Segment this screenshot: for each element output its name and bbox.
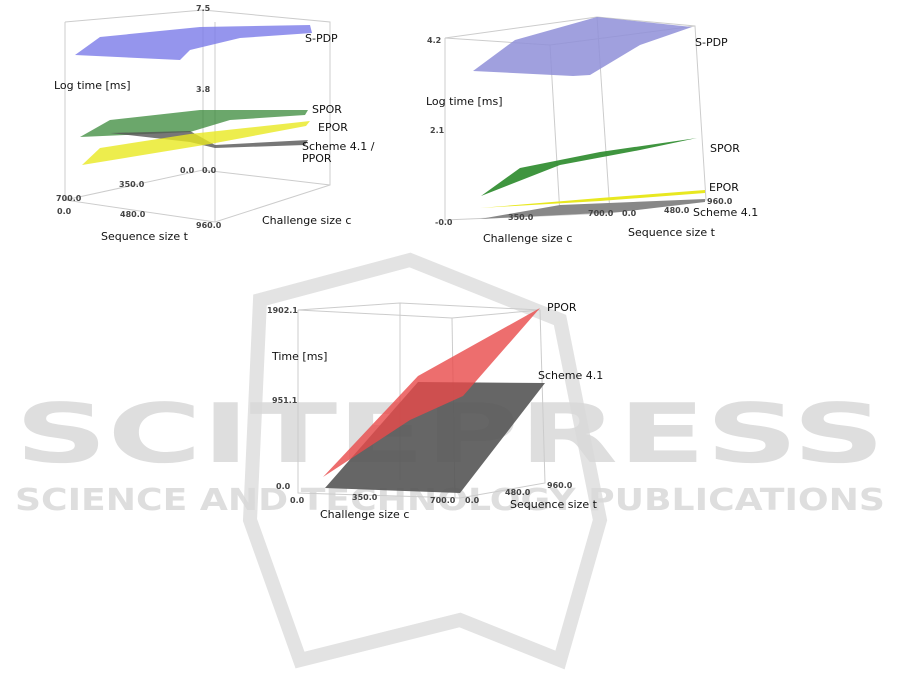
x-tick: 960.0 — [196, 221, 222, 230]
y-tick: 350.0 — [119, 180, 145, 189]
surface-scheme — [325, 382, 545, 493]
x-tick: 0.0 — [290, 496, 305, 505]
x-tick: 350.0 — [508, 213, 534, 222]
chart-3: 1902.1 951.1 0.0 0.0 350.0 700.0 0.0 480… — [267, 301, 603, 521]
x-tick: 480.0 — [120, 210, 146, 219]
y-tick: 480.0 — [505, 488, 531, 497]
surface-s-pdp — [75, 25, 312, 60]
chart-1: 7.5 3.8 0.0 0.0 350.0 700.0 0.0 480.0 96… — [54, 4, 375, 243]
x-axis-label: Challenge size c — [320, 508, 409, 521]
x-tick: 700.0 — [588, 209, 614, 218]
series-label: EPOR — [318, 121, 348, 134]
series-label: Scheme 4.1 — [538, 369, 603, 382]
surface-s-pdp — [473, 17, 692, 76]
y-tick: 0.0 — [465, 496, 480, 505]
y-tick: 480.0 — [664, 206, 690, 215]
series-label: SPOR — [312, 103, 342, 116]
series-label: SPOR — [710, 142, 740, 155]
x-tick: 700.0 — [430, 496, 456, 505]
series-label: Scheme 4.1 — [693, 206, 758, 219]
z-tick: -0.0 — [435, 218, 453, 227]
z-tick: 1902.1 — [267, 306, 298, 315]
series-label: S-PDP — [695, 36, 728, 49]
y-tick: 700.0 — [56, 194, 82, 203]
z-tick: 2.1 — [430, 126, 445, 135]
z-axis-label: Log time [ms] — [426, 95, 503, 108]
y-tick: 960.0 — [707, 197, 733, 206]
surface-spor — [80, 110, 308, 137]
y-axis-label: Sequence size t — [510, 498, 598, 511]
watermark-shape — [242, 252, 608, 670]
series-label: PPOR — [547, 301, 577, 314]
surface-scheme — [110, 131, 308, 148]
y-axis-label: Sequence size t — [628, 226, 716, 239]
y-axis-label: Challenge size c — [262, 214, 351, 227]
surface-spor — [481, 138, 697, 196]
series-label: PPOR — [302, 152, 332, 165]
surface-scheme — [480, 199, 705, 219]
x-axis-label: Sequence size t — [101, 230, 189, 243]
z-axis-label: Time [ms] — [271, 350, 327, 363]
z-tick: 3.8 — [196, 85, 211, 94]
chart-2: 4.2 2.1 -0.0 350.0 700.0 0.0 480.0 960.0… — [426, 16, 758, 245]
x-axis-label: Challenge size c — [483, 232, 572, 245]
z-tick: 951.1 — [272, 396, 298, 405]
surface-ppor — [323, 308, 540, 477]
y-tick: 960.0 — [547, 481, 573, 490]
z-tick: 7.5 — [196, 4, 211, 13]
z-tick: 4.2 — [427, 36, 441, 45]
z-axis-label: Log time [ms] — [54, 79, 131, 92]
z-tick: 0.0 — [180, 166, 195, 175]
x-tick: 350.0 — [352, 493, 378, 502]
surface-epor — [82, 121, 310, 165]
y-tick: 0.0 — [622, 209, 637, 218]
x-tick: 0.0 — [57, 207, 72, 216]
series-label: S-PDP — [305, 32, 338, 45]
series-label: Scheme 4.1 / — [302, 140, 375, 153]
y-tick: 0.0 — [202, 166, 217, 175]
surface-epor — [480, 190, 705, 208]
z-tick: 0.0 — [276, 482, 291, 491]
series-label: EPOR — [709, 181, 739, 194]
